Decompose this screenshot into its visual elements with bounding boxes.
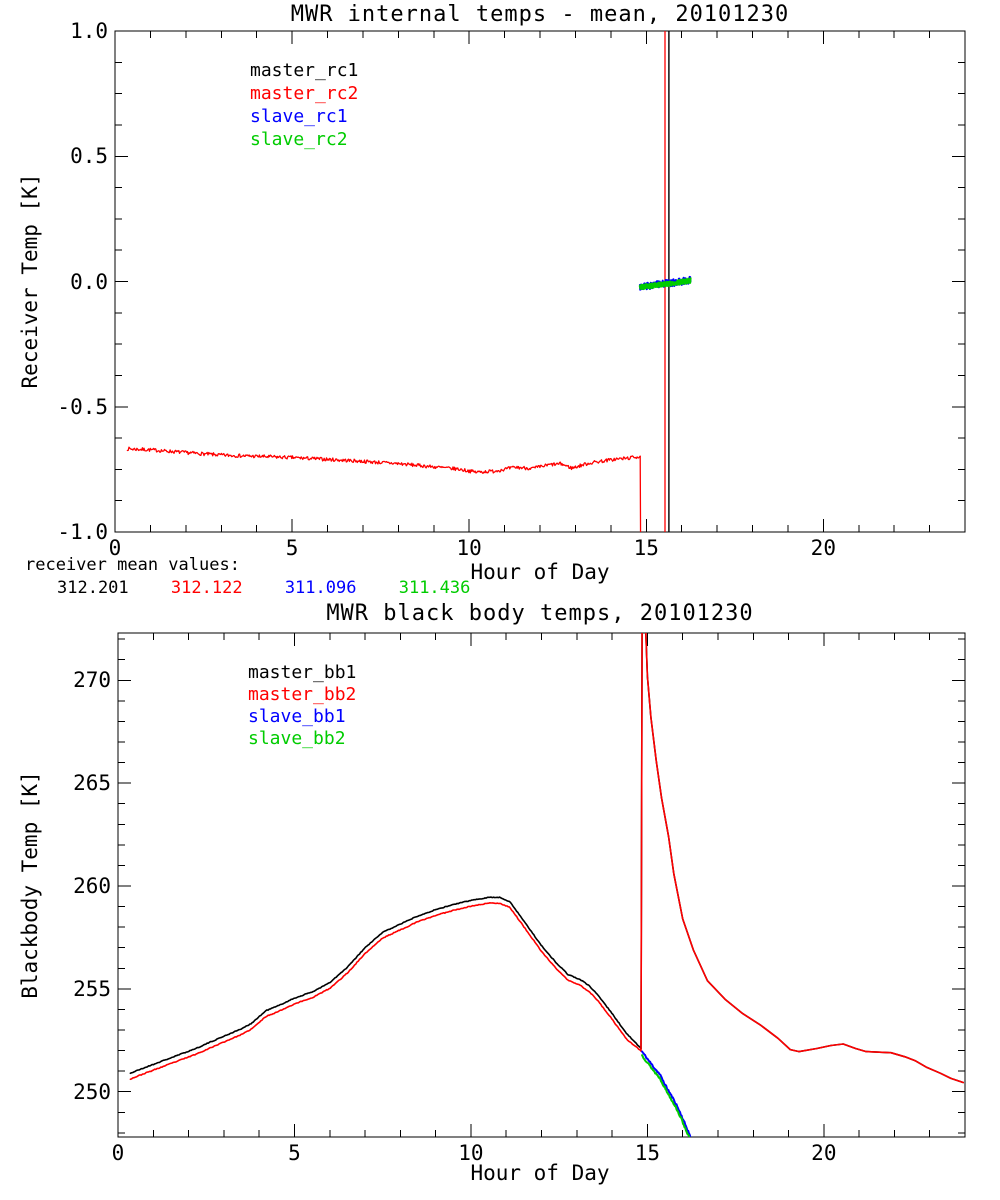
legend-item-slave_bb2: slave_bb2	[248, 728, 346, 749]
y-tick-label: 250	[73, 1079, 111, 1104]
y-tick-label: 255	[73, 976, 111, 1001]
chart-0-series	[126, 31, 692, 532]
x-tick-label: 10	[456, 536, 482, 560]
x-tick-label: 10	[458, 1141, 484, 1165]
mean-value-slave-rc1: 311.096	[284, 578, 357, 598]
y-tick-label: 0.0	[70, 269, 108, 294]
series-slave_bb1	[641, 1050, 692, 1137]
receiver-mean-values-label: receiver mean values:	[25, 555, 240, 575]
x-tick-label: 15	[634, 1141, 661, 1165]
y-tick-label: 265	[73, 771, 111, 796]
chart-0-axes	[114, 30, 966, 533]
chart-1-axes	[117, 632, 966, 1138]
x-tick-label: 20	[811, 1141, 837, 1165]
bottom-chart-title: MWR black body temps, 20101230	[326, 601, 754, 626]
legend-item-master_bb2: master_bb2	[248, 684, 357, 705]
y-tick-label: 1.0	[70, 19, 108, 43]
series-slave_rc2	[638, 277, 692, 290]
series-master_bb2	[129, 901, 642, 1081]
legend-item-master_rc2: master_rc2	[250, 83, 359, 104]
y-tick-label: 270	[73, 668, 111, 693]
series-master_bb2	[640, 633, 965, 1084]
legend-item-slave_rc1: slave_rc1	[250, 106, 348, 127]
x-tick-label: 5	[288, 1141, 301, 1165]
series-master_bb1	[129, 896, 642, 1075]
x-tick-label: 0	[111, 1141, 125, 1165]
mean-value-master-rc1: 312.201	[57, 578, 129, 598]
bottom-chart-x-axis-label: Hour of Day	[470, 1161, 610, 1185]
x-tick-label: 20	[810, 536, 836, 560]
top-chart-x-axis-label: Hour of Day	[470, 560, 610, 584]
receiver-mean-values-row: 312.201 312.122 311.096 311.436	[57, 578, 502, 598]
y-tick-label: -1.0	[57, 520, 108, 544]
legend-item-slave_bb1: slave_bb1	[248, 706, 346, 727]
y-tick-label: -0.5	[57, 394, 108, 419]
legend-item-master_rc1: master_rc1	[250, 60, 359, 81]
x-tick-label: 5	[285, 536, 299, 560]
x-tick-label: 15	[633, 536, 659, 560]
chart-1-series	[129, 633, 965, 1137]
legend-item-slave_rc2: slave_rc2	[250, 129, 348, 150]
mean-value-slave-rc2: 311.436	[398, 578, 471, 598]
y-tick-label: 0.5	[70, 144, 108, 169]
series-master_bb1	[640, 633, 965, 1084]
x-tick-label: 0	[108, 536, 122, 560]
top-chart-title: MWR internal temps - mean, 20101230	[290, 2, 790, 27]
series-master_rc2	[126, 446, 641, 474]
series-slave_bb2	[641, 1054, 691, 1137]
legend-item-master_bb1: master_bb1	[248, 662, 357, 683]
mean-value-master-rc2: 312.122	[170, 578, 243, 598]
y-tick-label: 260	[73, 874, 111, 899]
